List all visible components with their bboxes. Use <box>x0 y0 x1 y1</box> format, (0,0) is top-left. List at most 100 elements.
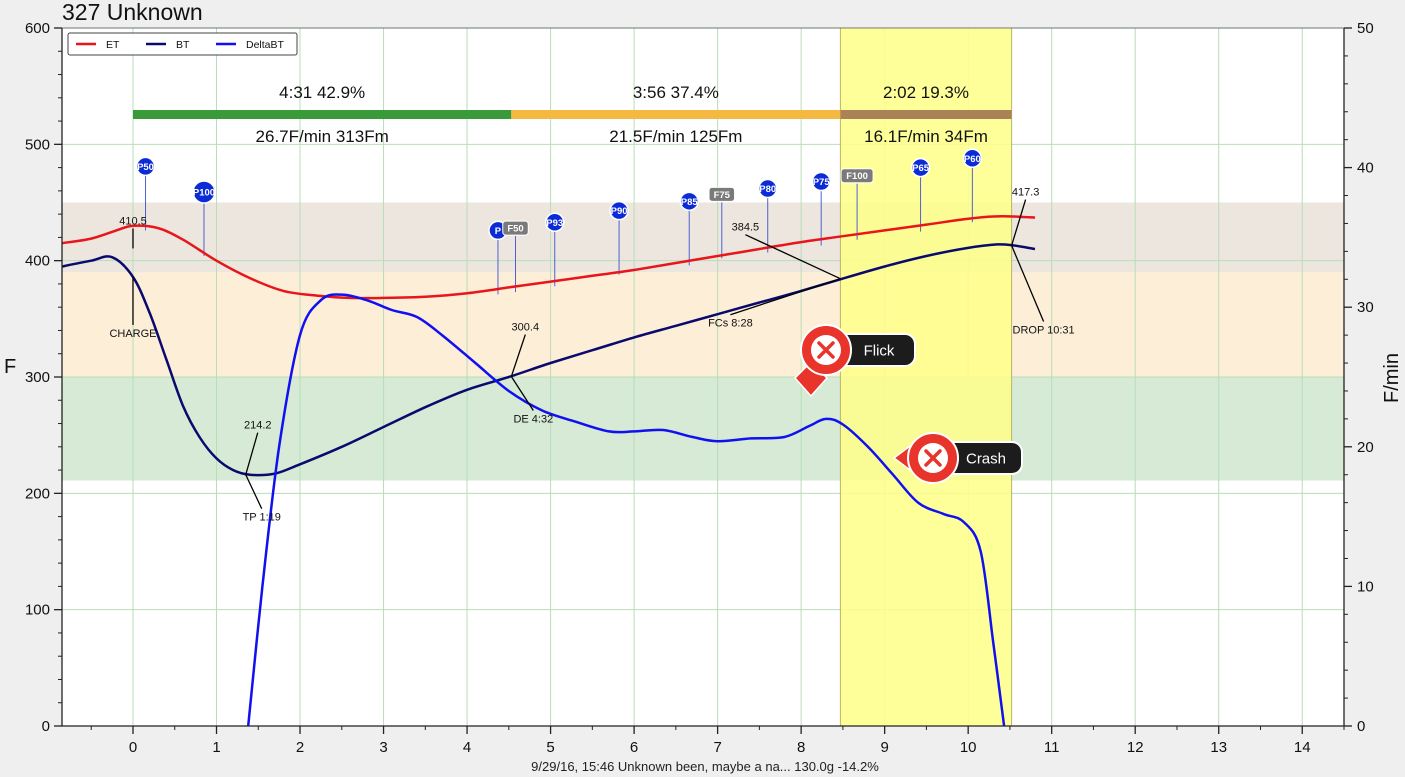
legend-label: ET <box>106 39 120 51</box>
marker-dot <box>609 200 629 221</box>
x-tick-label: 5 <box>546 739 554 756</box>
legend-label: BT <box>176 39 190 51</box>
close-icon <box>924 449 942 467</box>
y2-tick-label: 50 <box>1357 20 1374 37</box>
phase-rate-label: 21.5F/min 125Fm <box>609 127 742 146</box>
x-tick-label: 0 <box>129 739 137 756</box>
x-tick-label: 14 <box>1294 739 1311 756</box>
marker-dot <box>135 156 156 177</box>
phase-bar-1 <box>511 110 841 119</box>
footer-info: 9/29/16, 15:46 Unknown been, maybe a na.… <box>531 759 879 774</box>
y2-tick-label: 0 <box>1357 718 1365 735</box>
event-markers: P50 P100 P F50 P93 P90 P85 F75 P80 P75 F100 P65 P60 <box>135 148 983 295</box>
phase-band-2 <box>62 202 1344 273</box>
annotation-leader <box>245 432 259 475</box>
y-tick-label: 200 <box>25 485 50 502</box>
y-tick-label: 100 <box>25 602 50 619</box>
x-tick-label: 7 <box>713 739 721 756</box>
marker-tag <box>708 186 736 202</box>
marker-label: P60 <box>964 154 981 165</box>
series-et <box>61 215 1036 300</box>
series-lines <box>61 215 1036 727</box>
y-tick-label: 300 <box>25 369 50 386</box>
x-tick-label: 12 <box>1127 739 1144 756</box>
annotation-leader <box>510 334 526 377</box>
annotation-leader <box>730 278 841 316</box>
development-highlight <box>839 28 1013 726</box>
marker-label: P90 <box>611 206 628 217</box>
x-tick-label: 6 <box>630 739 638 756</box>
annotation-label: FCs 8:28 <box>708 318 753 330</box>
y2-tick-label: 20 <box>1357 439 1374 456</box>
crash-alert[interactable]: Crash <box>892 432 1023 484</box>
y-tick-label: 400 <box>25 253 50 270</box>
annotation-label: 214.2 <box>244 420 272 432</box>
y-tick-label: 600 <box>25 20 50 37</box>
phase-time-label: 2:02 19.3% <box>883 83 969 102</box>
annotation-label: DROP 10:31 <box>1013 325 1075 337</box>
marker-label: F50 <box>507 224 523 235</box>
y-tick-label: 500 <box>25 136 50 153</box>
marker-label: P93 <box>546 218 563 229</box>
phase-rate-label: 16.1F/min 34Fm <box>864 127 988 146</box>
annotation-label: TP 1:19 <box>243 512 281 524</box>
legend-label: DeltaBT <box>246 39 285 51</box>
flick-alert[interactable]: Flick <box>793 324 916 398</box>
x-tick-label: 2 <box>296 739 304 756</box>
annotation-label: 410.5 <box>119 215 147 227</box>
legend-box <box>67 32 298 56</box>
marker-label: P75 <box>813 177 831 188</box>
x-tick-label: 1 <box>212 739 220 756</box>
highlight-region <box>840 28 1012 726</box>
annotation-label: DE 4:32 <box>513 414 553 426</box>
marker-dot <box>910 157 931 178</box>
marker-label: F100 <box>846 171 868 182</box>
marker-dot <box>192 180 216 204</box>
annotation-leader <box>1010 245 1045 322</box>
y2-tick-label: 10 <box>1357 578 1374 595</box>
phase-rate-label: 26.7F/min 313Fm <box>256 127 389 146</box>
phase-time-label: 3:56 37.4% <box>633 83 719 102</box>
marker-tag <box>502 220 529 236</box>
marker-label: P80 <box>759 184 776 195</box>
bubble-label: Flick <box>864 343 895 360</box>
phase-bars: 4:31 42.9% 26.7F/min 313Fm 3:56 37.4% 21.5F… <box>132 83 1012 146</box>
x-tick-label: 9 <box>880 739 888 756</box>
marker-label: P <box>495 226 502 237</box>
annotation-label: 417.3 <box>1012 187 1040 199</box>
marker-tag <box>840 168 874 184</box>
series-bt <box>61 243 1036 477</box>
x-tick-label: 3 <box>379 739 387 756</box>
marker-dot <box>811 171 831 192</box>
y-tick-label: 0 <box>42 718 50 735</box>
annotation-leader <box>510 376 534 411</box>
annotations: 410.5 CHARGE 214.2 TP 1:19 300.4 DE 4:32 384.5… <box>109 187 1075 524</box>
marker-label: P50 <box>137 162 154 173</box>
x-tick-label: 8 <box>797 739 805 756</box>
marker-dot <box>679 191 699 212</box>
marker-label: P85 <box>681 197 699 208</box>
y-axis-right-label: F/min <box>1381 353 1403 403</box>
x-tick-label: 10 <box>960 739 977 756</box>
y2-tick-label: 40 <box>1357 160 1374 177</box>
annotation-label: 300.4 <box>512 322 540 334</box>
marker-dot <box>545 212 565 233</box>
y-axis-left-label: F <box>4 356 16 378</box>
marker-dot <box>757 178 778 199</box>
phase-bar-2 <box>840 110 1012 119</box>
marker-label: P65 <box>912 163 930 174</box>
series-deltabt <box>246 293 1006 727</box>
marker-label: P100 <box>193 188 215 199</box>
alert-bubbles[interactable]: Flick Crash <box>793 324 1023 484</box>
marker-label: F75 <box>714 190 731 201</box>
annotation-leader <box>1010 199 1027 246</box>
legend[interactable]: ET BT DeltaBT <box>67 32 298 56</box>
bubble-label: Crash <box>966 451 1006 468</box>
annotation-leader <box>245 474 263 509</box>
annotation-leader <box>745 234 841 280</box>
chart-title: 327 Unknown <box>62 0 203 25</box>
phase-bar-0 <box>132 110 512 119</box>
close-icon <box>817 341 835 359</box>
